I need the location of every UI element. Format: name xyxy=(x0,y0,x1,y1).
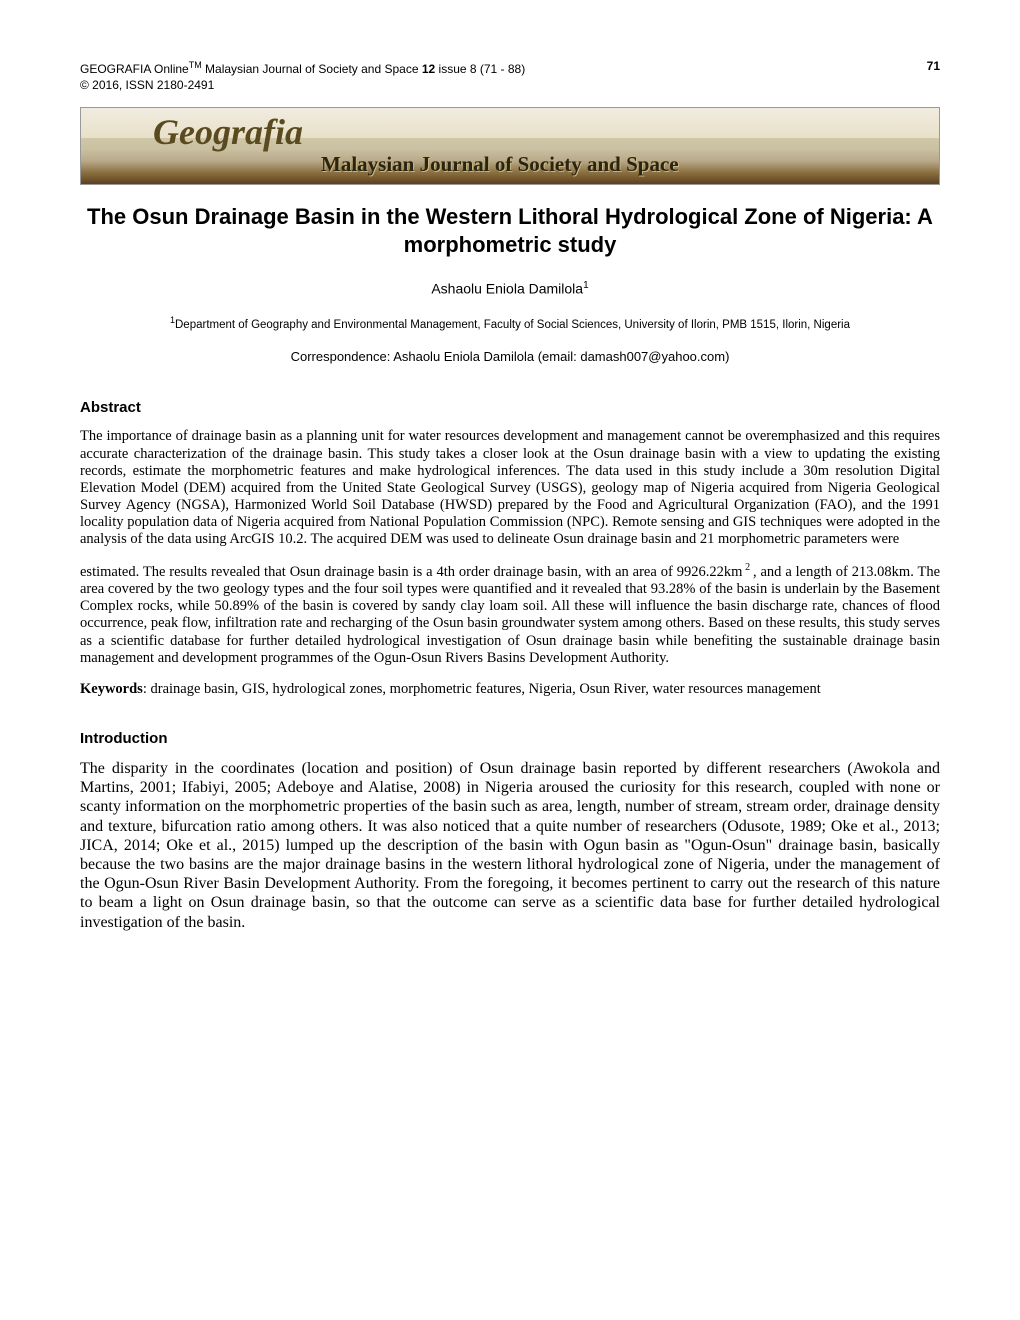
journal-banner: Geografia Malaysian Journal of Society a… xyxy=(80,107,940,185)
tm-sup: TM xyxy=(189,60,202,70)
banner-subtitle: Malaysian Journal of Society and Space xyxy=(321,152,679,176)
issue-bold: 12 xyxy=(422,62,435,76)
abstract-para-2: estimated. The results revealed that Osu… xyxy=(80,562,940,666)
article-title: The Osun Drainage Basin in the Western L… xyxy=(80,203,940,260)
abstract-heading: Abstract xyxy=(80,399,940,416)
correspondence-line: Correspondence: Ashaolu Eniola Damilola … xyxy=(80,350,940,365)
author-sup: 1 xyxy=(583,280,589,291)
author-line: Ashaolu Eniola Damilola1 xyxy=(80,280,940,297)
copyright-line: © 2016, ISSN 2180-2491 xyxy=(80,79,940,93)
copyright-text: © 2016, ISSN 2180-2491 xyxy=(80,79,214,93)
abstract-p2-sup: 2 xyxy=(742,562,753,573)
keywords-text: : drainage basin, GIS, hydrological zone… xyxy=(143,681,821,697)
introduction-heading: Introduction xyxy=(80,730,940,747)
affiliation-text: Department of Geography and Environmenta… xyxy=(175,318,850,330)
keywords-line: Keywords: drainage basin, GIS, hydrologi… xyxy=(80,681,940,698)
journal-info: GEOGRAFIA OnlineTM Malaysian Journal of … xyxy=(80,60,525,77)
abstract-p2a: estimated. The results revealed that Osu… xyxy=(80,564,742,580)
banner-brand: Geografia xyxy=(153,112,303,153)
journal-prefix: GEOGRAFIA Online xyxy=(80,62,189,76)
abstract-para-1: The importance of drainage basin as a pl… xyxy=(80,428,940,548)
page-number: 71 xyxy=(927,60,940,77)
introduction-text: The disparity in the coordinates (locati… xyxy=(80,759,940,932)
running-header: GEOGRAFIA OnlineTM Malaysian Journal of … xyxy=(80,60,940,77)
affiliation-line: 1Department of Geography and Environment… xyxy=(80,315,940,333)
issue-rest: issue 8 (71 - 88) xyxy=(435,62,525,76)
author-name: Ashaolu Eniola Damilola xyxy=(431,280,583,296)
keywords-label: Keywords xyxy=(80,681,143,697)
journal-name: Malaysian Journal of Society and Space xyxy=(202,62,422,76)
